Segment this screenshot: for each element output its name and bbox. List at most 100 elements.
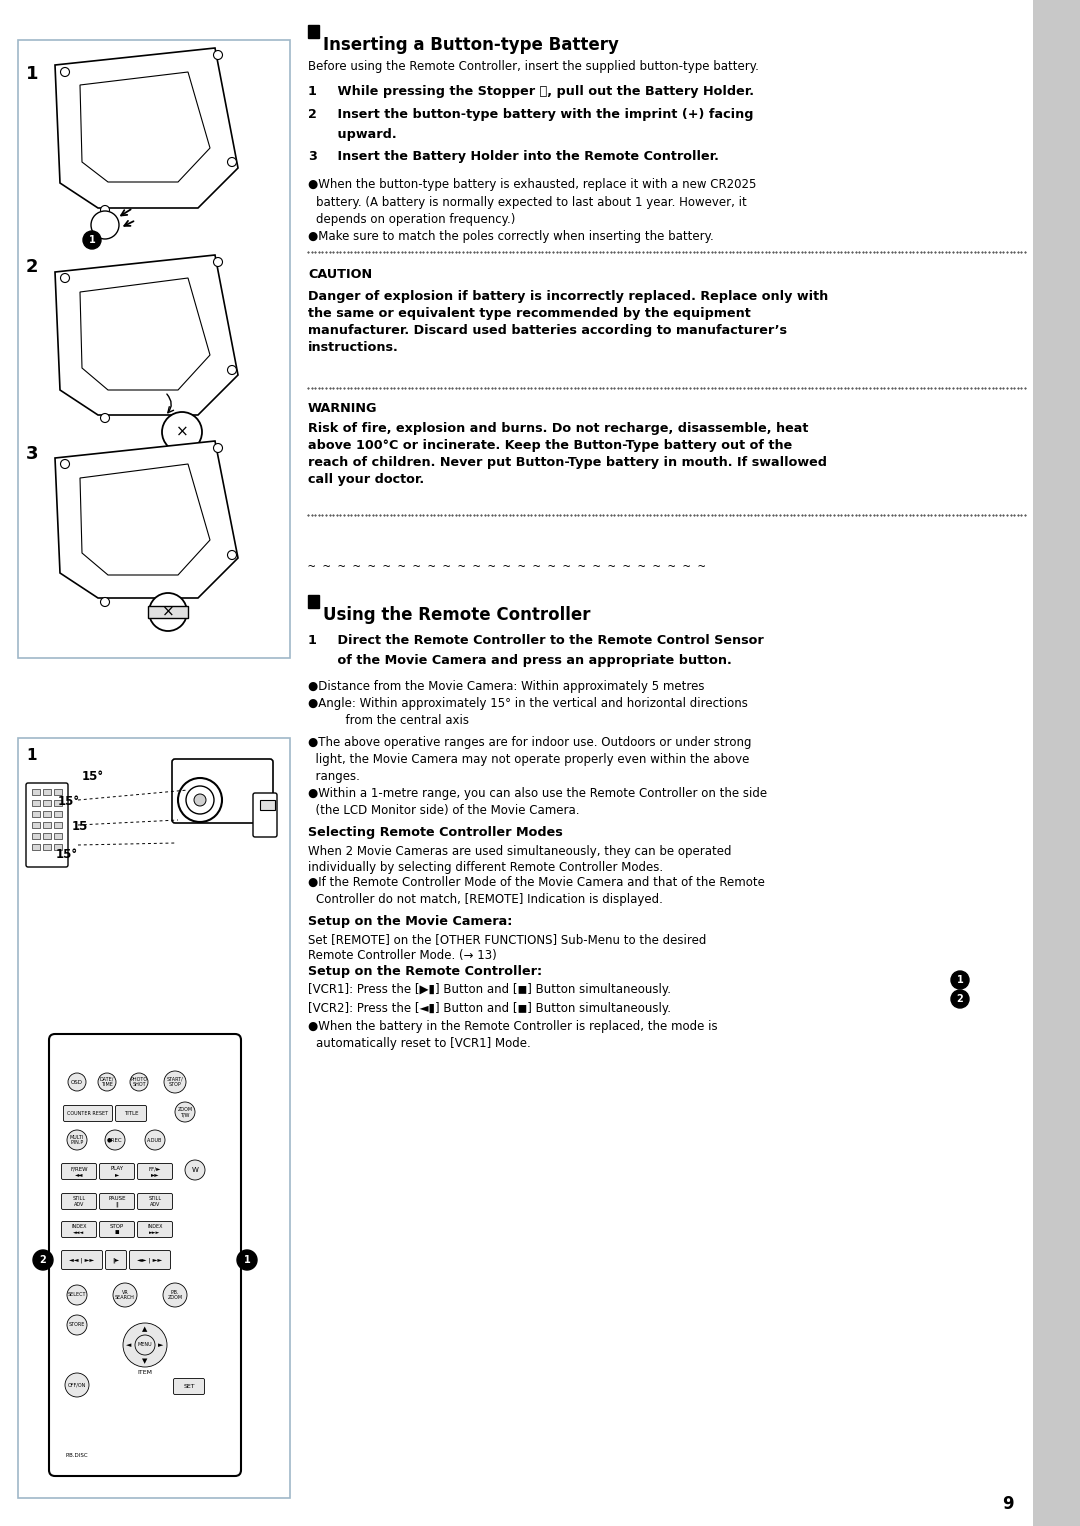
Text: 1: 1 bbox=[308, 633, 316, 647]
FancyBboxPatch shape bbox=[99, 1221, 135, 1238]
Circle shape bbox=[214, 50, 222, 60]
Text: STILL
ADV: STILL ADV bbox=[148, 1196, 162, 1207]
FancyBboxPatch shape bbox=[137, 1163, 173, 1180]
Text: Selecting Remote Controller Modes: Selecting Remote Controller Modes bbox=[308, 826, 563, 839]
FancyBboxPatch shape bbox=[137, 1221, 173, 1238]
Bar bbox=[32, 823, 40, 829]
Text: ‖►: ‖► bbox=[112, 1257, 120, 1262]
FancyBboxPatch shape bbox=[62, 1193, 96, 1210]
Text: CAUTION: CAUTION bbox=[308, 269, 373, 281]
Text: 15°: 15° bbox=[56, 848, 78, 861]
Circle shape bbox=[178, 778, 222, 823]
Text: ◄► | ►►: ◄► | ►► bbox=[137, 1257, 163, 1262]
Text: of the Movie Camera and press an appropriate button.: of the Movie Camera and press an appropr… bbox=[324, 655, 732, 667]
Bar bbox=[148, 606, 188, 618]
Text: 1: 1 bbox=[89, 235, 95, 246]
Text: 2: 2 bbox=[26, 258, 39, 276]
FancyBboxPatch shape bbox=[99, 1193, 135, 1210]
FancyBboxPatch shape bbox=[174, 1378, 204, 1395]
Text: ◄◄ | ►►: ◄◄ | ►► bbox=[69, 1257, 95, 1262]
Text: upward.: upward. bbox=[324, 128, 396, 140]
Text: Controller do not match, [REMOTE] Indication is displayed.: Controller do not match, [REMOTE] Indica… bbox=[316, 893, 663, 906]
Text: When 2 Movie Cameras are used simultaneously, they can be operated
individually : When 2 Movie Cameras are used simultaneo… bbox=[308, 845, 731, 874]
Text: 2: 2 bbox=[957, 993, 963, 1004]
Circle shape bbox=[214, 444, 222, 453]
Text: ×: × bbox=[176, 424, 188, 439]
Text: ITEM: ITEM bbox=[137, 1370, 152, 1375]
Circle shape bbox=[67, 1129, 87, 1151]
Circle shape bbox=[33, 1250, 53, 1270]
Text: ranges.: ranges. bbox=[308, 771, 360, 783]
Text: SELECT: SELECT bbox=[68, 1293, 86, 1297]
Bar bbox=[54, 823, 62, 829]
Circle shape bbox=[130, 1073, 148, 1091]
Text: 1: 1 bbox=[26, 748, 37, 763]
Text: [VCR2]: Press the [◄▮] Button and [◼] Button simultaneously.: [VCR2]: Press the [◄▮] Button and [◼] Bu… bbox=[308, 1003, 671, 1015]
Text: 2: 2 bbox=[308, 108, 316, 121]
FancyBboxPatch shape bbox=[116, 1105, 147, 1122]
Text: OSD: OSD bbox=[71, 1079, 83, 1085]
Circle shape bbox=[228, 366, 237, 374]
FancyBboxPatch shape bbox=[130, 1250, 171, 1270]
Circle shape bbox=[951, 990, 969, 1009]
Text: Setup on the Remote Controller:: Setup on the Remote Controller: bbox=[308, 964, 542, 978]
Circle shape bbox=[60, 459, 69, 468]
Text: 15: 15 bbox=[72, 819, 89, 833]
Circle shape bbox=[228, 157, 237, 166]
Text: 2: 2 bbox=[40, 1254, 46, 1265]
Bar bbox=[18, 40, 291, 658]
Circle shape bbox=[123, 1323, 167, 1367]
Text: ●Within a 1-metre range, you can also use the Remote Controller on the side: ●Within a 1-metre range, you can also us… bbox=[308, 787, 767, 800]
Circle shape bbox=[105, 1129, 125, 1151]
Circle shape bbox=[83, 230, 102, 249]
Circle shape bbox=[186, 786, 214, 813]
Text: ▼: ▼ bbox=[143, 1358, 148, 1364]
Text: W: W bbox=[191, 1167, 199, 1173]
Text: Before using the Remote Controller, insert the supplied button-type battery.: Before using the Remote Controller, inse… bbox=[308, 60, 759, 73]
Circle shape bbox=[100, 414, 109, 423]
Text: INDEX
◄◄◄: INDEX ◄◄◄ bbox=[71, 1224, 86, 1235]
Circle shape bbox=[951, 971, 969, 989]
Text: P.B.
ZOOM: P.B. ZOOM bbox=[167, 1289, 183, 1300]
Bar bbox=[43, 789, 51, 795]
Text: ●Make sure to match the poles correctly when inserting the battery.: ●Make sure to match the poles correctly … bbox=[308, 230, 714, 243]
Text: (the LCD Monitor side) of the Movie Camera.: (the LCD Monitor side) of the Movie Came… bbox=[308, 804, 580, 816]
Text: SET: SET bbox=[184, 1384, 194, 1389]
Text: Direct the Remote Controller to the Remote Control Sensor: Direct the Remote Controller to the Remo… bbox=[324, 633, 764, 647]
Text: TITLE: TITLE bbox=[124, 1111, 138, 1116]
FancyBboxPatch shape bbox=[62, 1250, 103, 1270]
Text: COUNTER RESET: COUNTER RESET bbox=[67, 1111, 109, 1116]
Text: ●The above operative ranges are for indoor use. Outdoors or under strong: ●The above operative ranges are for indo… bbox=[308, 736, 752, 749]
Text: ●When the battery in the Remote Controller is replaced, the mode is: ●When the battery in the Remote Controll… bbox=[308, 1019, 717, 1033]
Circle shape bbox=[194, 794, 206, 806]
Text: PHOTO
SHOT: PHOTO SHOT bbox=[131, 1077, 148, 1088]
Text: PLAY
►: PLAY ► bbox=[110, 1166, 123, 1177]
Circle shape bbox=[162, 412, 202, 452]
Circle shape bbox=[100, 598, 109, 606]
Text: ►: ► bbox=[159, 1341, 164, 1347]
Bar bbox=[54, 844, 62, 850]
Bar bbox=[260, 800, 275, 810]
Text: ×: × bbox=[162, 604, 174, 620]
Circle shape bbox=[149, 594, 187, 630]
Circle shape bbox=[68, 1073, 86, 1091]
Text: OFF/ON: OFF/ON bbox=[68, 1383, 86, 1387]
Bar bbox=[54, 810, 62, 816]
Circle shape bbox=[185, 1160, 205, 1180]
Text: WARNING: WARNING bbox=[308, 401, 378, 415]
Text: STOP
◼: STOP ◼ bbox=[110, 1224, 124, 1235]
Bar bbox=[43, 800, 51, 806]
Text: ▲: ▲ bbox=[143, 1326, 148, 1332]
Text: 15°: 15° bbox=[82, 771, 104, 783]
Text: P.B.DISC: P.B.DISC bbox=[65, 1453, 87, 1457]
Text: PAUSE
‖: PAUSE ‖ bbox=[108, 1196, 125, 1207]
Text: ●REC: ●REC bbox=[107, 1137, 123, 1143]
Text: 1: 1 bbox=[957, 975, 963, 984]
Bar bbox=[18, 739, 291, 1499]
Bar bbox=[54, 800, 62, 806]
Text: 1: 1 bbox=[26, 66, 39, 82]
Text: automatically reset to [VCR1] Mode.: automatically reset to [VCR1] Mode. bbox=[316, 1038, 530, 1050]
Text: 3: 3 bbox=[26, 446, 39, 462]
Text: Risk of fire, explosion and burns. Do not recharge, disassemble, heat
above 100°: Risk of fire, explosion and burns. Do no… bbox=[308, 423, 827, 485]
Bar bbox=[308, 595, 319, 607]
